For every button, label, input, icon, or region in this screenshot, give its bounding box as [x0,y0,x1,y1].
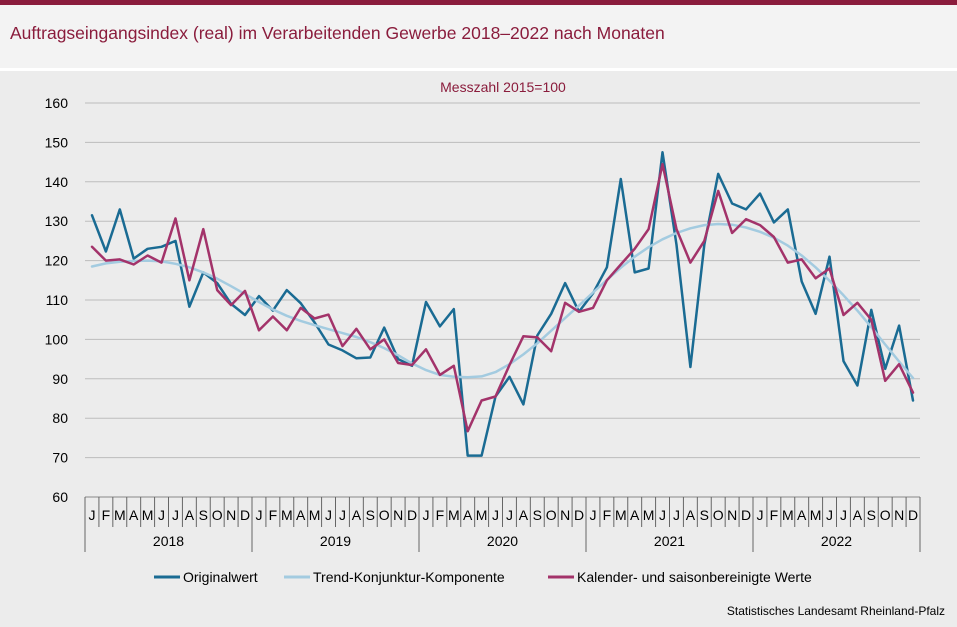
x-month-label: J [339,507,346,523]
x-month-label: J [172,507,179,523]
y-tick-label: 80 [52,410,68,426]
x-month-label: O [212,507,223,523]
x-month-label: S [867,507,876,523]
x-month-label: J [659,507,666,523]
y-tick-label: 140 [45,174,69,190]
series-line-1 [90,222,915,380]
x-month-label: A [296,507,306,523]
x-month-label: D [240,507,250,523]
chart-subtitle: Messzahl 2015=100 [440,79,566,95]
series-lines [90,151,915,457]
chart-title: Auftragseingangsindex (real) im Verarbei… [10,23,665,43]
title-area [0,5,957,68]
x-month-label: O [379,507,390,523]
x-month-label: F [770,507,779,523]
x-month-label: F [603,507,612,523]
legend-label: Originalwert [183,569,258,585]
y-tick-label: 90 [52,371,68,387]
x-year-label: 2022 [821,533,852,549]
x-month-label: M [476,507,488,523]
x-month-label: J [589,507,596,523]
x-month-label: J [158,507,165,523]
y-tick-label: 120 [45,253,69,269]
x-month-label: A [686,507,696,523]
x-year-label: 2020 [487,533,518,549]
x-month-label: F [102,507,111,523]
x-month-label: S [366,507,375,523]
x-month-label: O [713,507,724,523]
x-month-label: N [727,507,737,523]
x-month-label: J [826,507,833,523]
x-month-label: J [422,507,429,523]
x-month-label: S [199,507,208,523]
x-month-label: J [492,507,499,523]
x-month-label: M [643,507,655,523]
x-month-label: J [840,507,847,523]
x-month-label: D [741,507,751,523]
legend-label: Kalender- und saisonbereinigte Werte [577,569,812,585]
x-month-label: M [142,507,154,523]
x-month-label: M [615,507,627,523]
top-accent-bar [0,0,957,5]
x-month-label: D [407,507,417,523]
x-month-label: J [325,507,332,523]
legend: Originalwert Trend-Konjunktur-Komponente K… [154,569,812,585]
x-year-label: 2021 [654,533,685,549]
x-month-label: J [673,507,680,523]
x-month-label: M [281,507,293,523]
x-month-label: N [894,507,904,523]
y-tick-label: 130 [45,213,69,229]
x-month-label: J [756,507,763,523]
x-month-label: M [309,507,321,523]
gridlines [85,102,920,498]
x-month-label: O [880,507,891,523]
x-month-label: S [700,507,709,523]
y-tick-label: 160 [45,95,69,111]
x-month-label: M [782,507,794,523]
series-line-2 [90,162,915,433]
x-month-label: J [88,507,95,523]
title-divider [0,68,957,71]
x-year-label: 2019 [320,533,351,549]
source-note: Statistisches Landesamt Rheinland-Pfalz [726,604,945,618]
legend-label: Trend-Konjunktur-Komponente [313,569,505,585]
x-month-label: N [226,507,236,523]
x-month-label: M [114,507,126,523]
x-month-label: D [574,507,584,523]
x-month-label: J [255,507,262,523]
x-month-label: A [463,507,473,523]
x-month-label: A [129,507,139,523]
series-line-0 [90,151,915,457]
y-tick-label: 150 [45,134,69,150]
x-month-label: N [560,507,570,523]
x-month-label: F [269,507,278,523]
y-tick-label: 110 [46,292,69,308]
x-month-label: N [393,507,403,523]
x-month-label: A [519,507,529,523]
x-month-label: D [908,507,918,523]
x-year-label: 2018 [153,533,184,549]
x-month-label: F [436,507,445,523]
x-month-label: A [352,507,362,523]
y-tick-label: 60 [52,489,68,505]
x-month-label: A [797,507,807,523]
x-month-label: M [810,507,822,523]
x-month-label: J [506,507,513,523]
x-month-label: M [448,507,460,523]
x-month-label: S [533,507,542,523]
y-tick-label: 70 [52,450,68,466]
x-month-label: A [185,507,195,523]
x-month-label: A [853,507,863,523]
x-month-label: A [630,507,640,523]
y-tick-label: 100 [45,331,69,347]
x-month-label: O [546,507,557,523]
y-axis-ticks: 60 70 80 90 100 110 120 130 140 150 160 [45,95,69,505]
